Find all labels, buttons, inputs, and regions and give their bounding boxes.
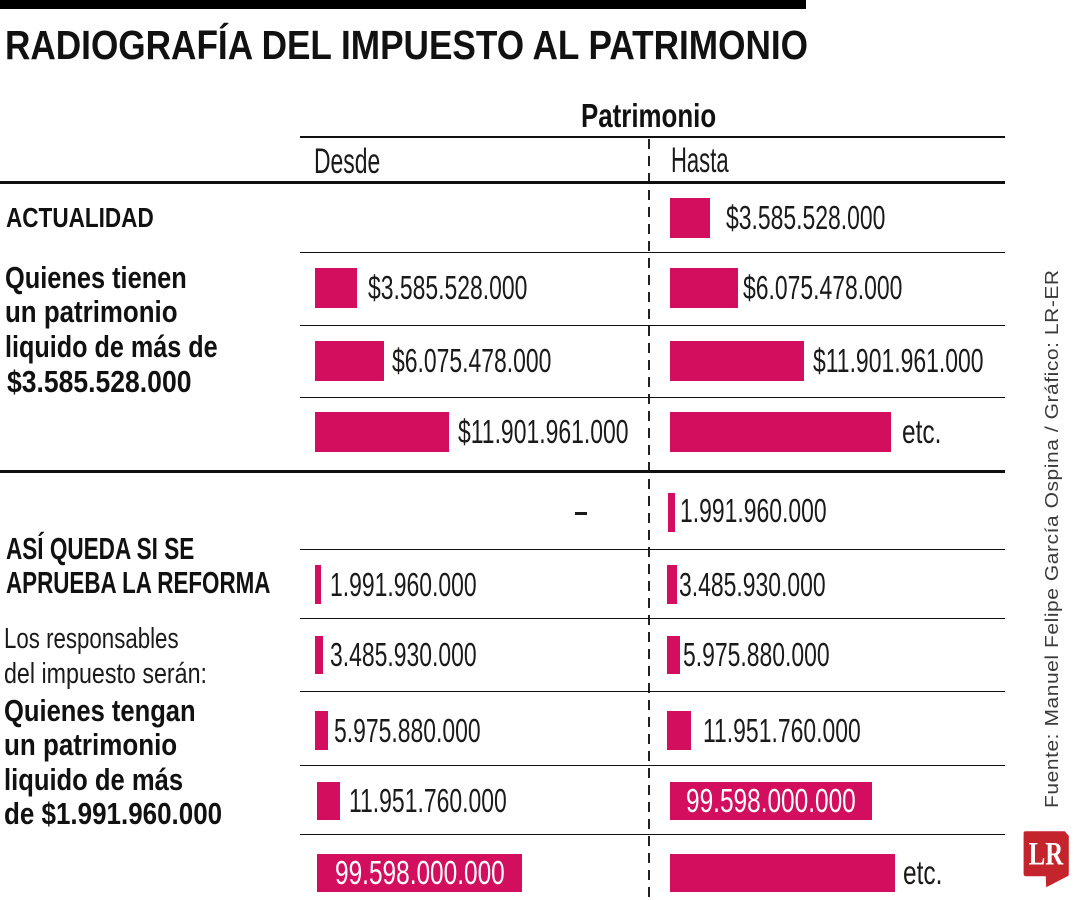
- svg-text:LR: LR: [1029, 836, 1064, 872]
